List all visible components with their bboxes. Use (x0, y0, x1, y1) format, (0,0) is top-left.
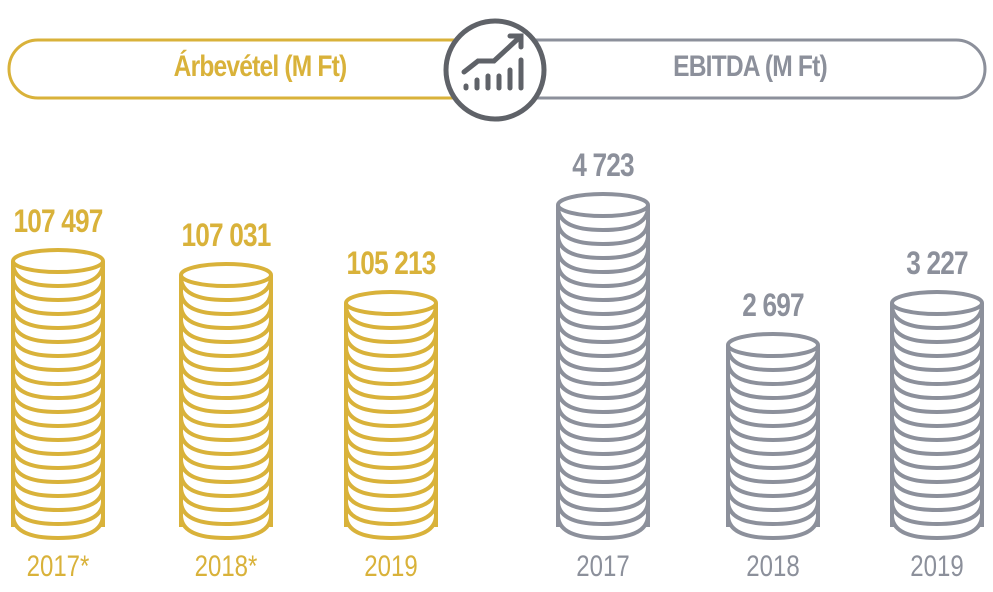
year-label: 2018 (746, 550, 800, 583)
value-label: 107 031 (181, 217, 271, 253)
revenue-title: Árbevétel (M Ft) (173, 50, 348, 83)
year-label: 2019 (364, 550, 418, 583)
coin-stack-bar (344, 290, 438, 541)
value-label: 2 697 (742, 287, 804, 323)
year-label: 2017* (26, 550, 90, 583)
year-label: 2017 (576, 550, 630, 583)
coin-stack-bar (179, 262, 273, 541)
value-label: 3 227 (906, 245, 968, 281)
coin-stack-bar (11, 248, 105, 541)
value-label: 4 723 (572, 147, 634, 183)
chart-growth-icon (443, 18, 547, 122)
coin-stack-bar (890, 290, 984, 541)
year-label: 2019 (910, 550, 964, 583)
value-label: 107 497 (13, 203, 103, 239)
coin-stack-bar (556, 192, 650, 541)
ebitda-title: EBITDA (M Ft) (673, 50, 828, 83)
year-label: 2018* (194, 550, 258, 583)
coin-stack-bar (726, 332, 820, 541)
value-label: 105 213 (346, 245, 436, 281)
